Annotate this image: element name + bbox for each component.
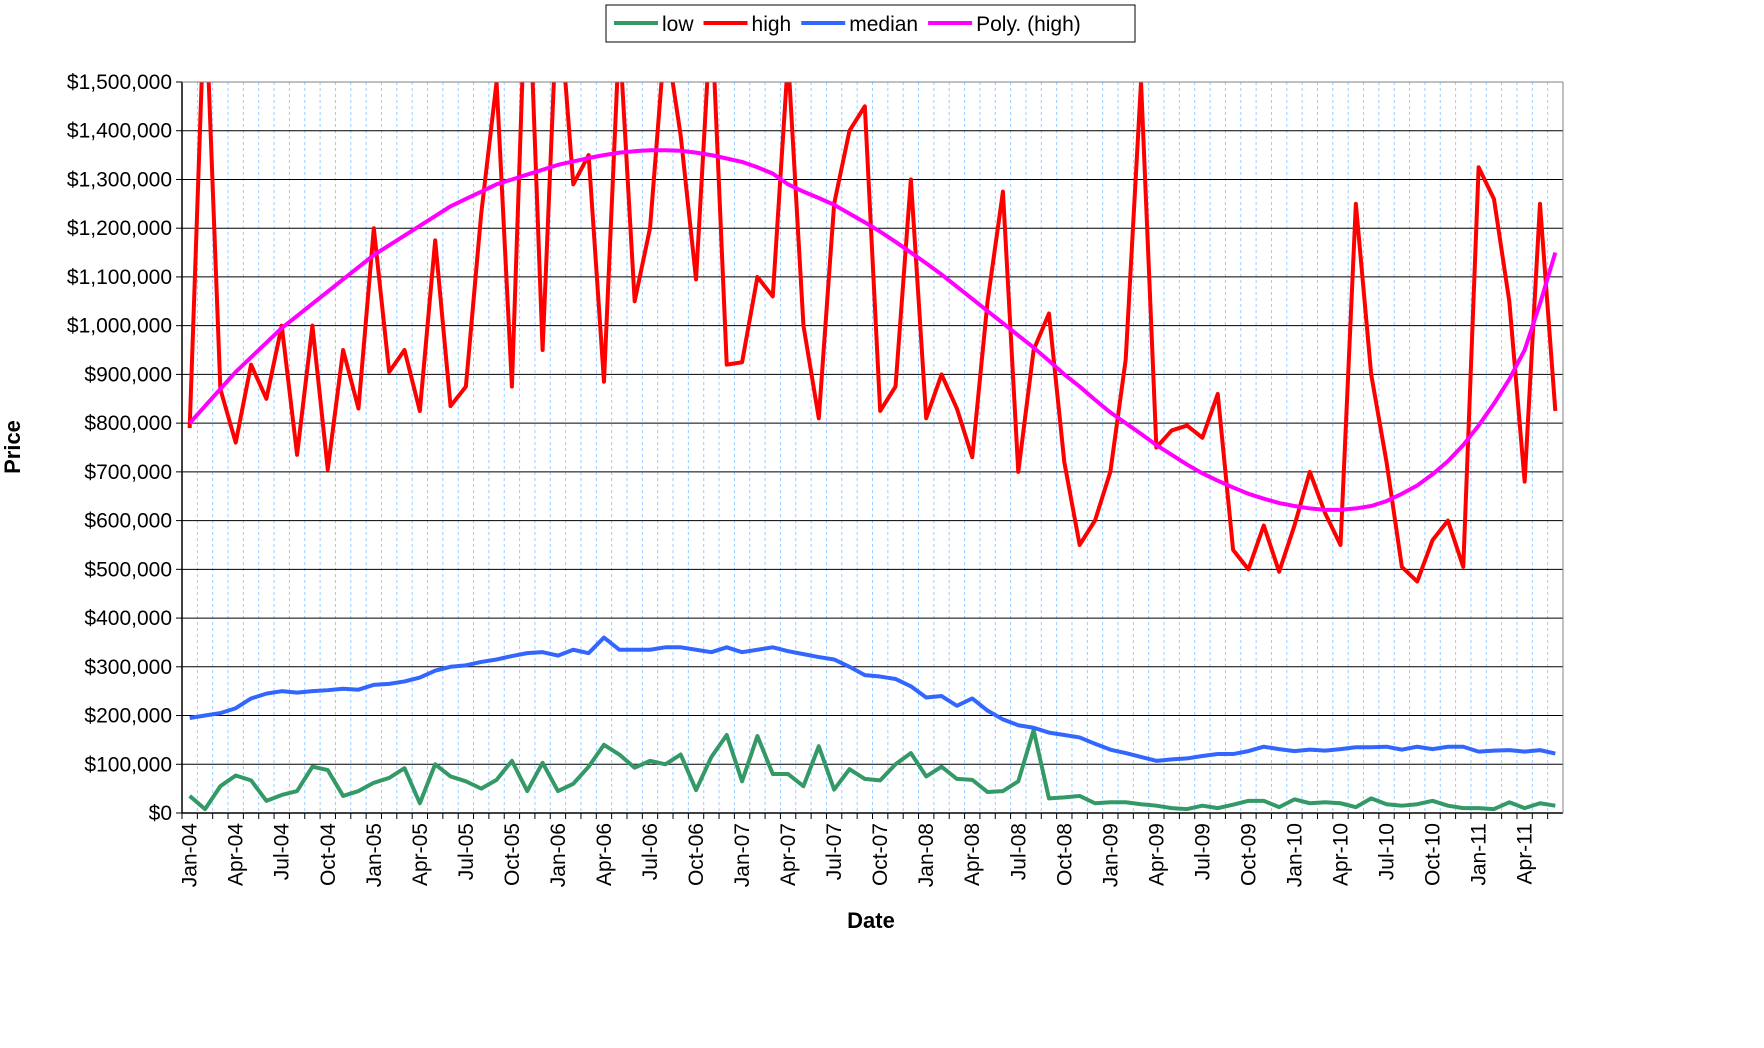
x-tick-label: Jul-06 [639, 823, 662, 880]
x-tick-label: Oct-06 [685, 823, 708, 886]
x-tick-label: Jan-09 [1099, 823, 1122, 887]
series-line [189, 635, 1556, 763]
y-tick-label: $1,300,000 [67, 168, 172, 191]
y-axis-title: Price [0, 420, 25, 474]
x-axis-title: Date [847, 908, 895, 933]
y-tick-label: $600,000 [84, 510, 172, 533]
x-tick-label: Oct-10 [1422, 823, 1445, 886]
y-tick-label: $1,000,000 [67, 315, 172, 338]
y-tick-label: $800,000 [84, 412, 172, 435]
x-tick-label: Oct-08 [1053, 823, 1076, 886]
x-tick-label: Jan-10 [1283, 823, 1306, 887]
x-tick-label: Apr-11 [1514, 823, 1537, 884]
x-tick-label: Jul-04 [271, 823, 294, 881]
legend-label: median [849, 13, 918, 36]
y-tick-label: $500,000 [84, 558, 172, 581]
x-tick-label: Apr-06 [593, 823, 616, 886]
x-tick-label: Apr-04 [225, 823, 248, 886]
legend: low high median Poly. (high) [614, 13, 1081, 36]
x-tick-label: Apr-08 [961, 823, 984, 886]
y-tick-label: $1,100,000 [67, 266, 172, 289]
legend-label: high [752, 13, 792, 36]
y-tick-label: $300,000 [84, 656, 172, 679]
x-tick-label: Jan-04 [179, 823, 202, 888]
x-tick-label: Jul-07 [823, 823, 846, 880]
x-tick-label: Jan-06 [547, 823, 570, 887]
series-line [188, 148, 1558, 512]
legend-box [605, 4, 1136, 43]
y-tick-label: $0 [149, 802, 172, 825]
x-tick-label: Jan-05 [363, 823, 386, 887]
y-tick-label: $1,400,000 [67, 120, 172, 143]
axes: $0 $100,000 $200,000 $300,000 $400,000 $500,0… [67, 71, 1564, 888]
y-tick-label: $400,000 [84, 607, 172, 630]
x-tick-label: Jan-08 [915, 823, 938, 887]
x-tick-label: Jul-09 [1191, 823, 1214, 880]
y-tick-label: $100,000 [84, 753, 172, 776]
legend-label: low [662, 13, 694, 36]
x-tick-label: Jul-10 [1376, 823, 1399, 880]
x-tick-label: Jan-11 [1468, 823, 1491, 886]
series-line [187, 82, 1558, 584]
y-tick-label: $1,500,000 [67, 71, 172, 94]
x-tick-label: Apr-09 [1145, 823, 1168, 886]
x-tick-label: Jan-07 [731, 823, 754, 887]
y-tick-label: $200,000 [84, 705, 172, 728]
y-tick-label: $900,000 [84, 363, 172, 386]
y-tick-label: $700,000 [84, 461, 172, 484]
series-line [188, 728, 1556, 812]
x-tick-label: Oct-07 [869, 823, 892, 886]
x-tick-label: Jul-05 [455, 823, 478, 880]
x-tick-label: Apr-10 [1330, 823, 1353, 886]
x-tick-label: Jul-08 [1007, 823, 1030, 880]
x-tick-label: Oct-04 [317, 823, 340, 886]
x-tick-label: Oct-09 [1237, 823, 1260, 886]
legend-label: Poly. (high) [976, 13, 1081, 36]
x-tick-label: Oct-05 [501, 823, 524, 886]
lines [187, 82, 1558, 812]
y-tick-label: $1,200,000 [67, 217, 172, 240]
x-tick-label: Apr-07 [777, 823, 800, 886]
x-tick-label: Apr-05 [409, 823, 432, 886]
